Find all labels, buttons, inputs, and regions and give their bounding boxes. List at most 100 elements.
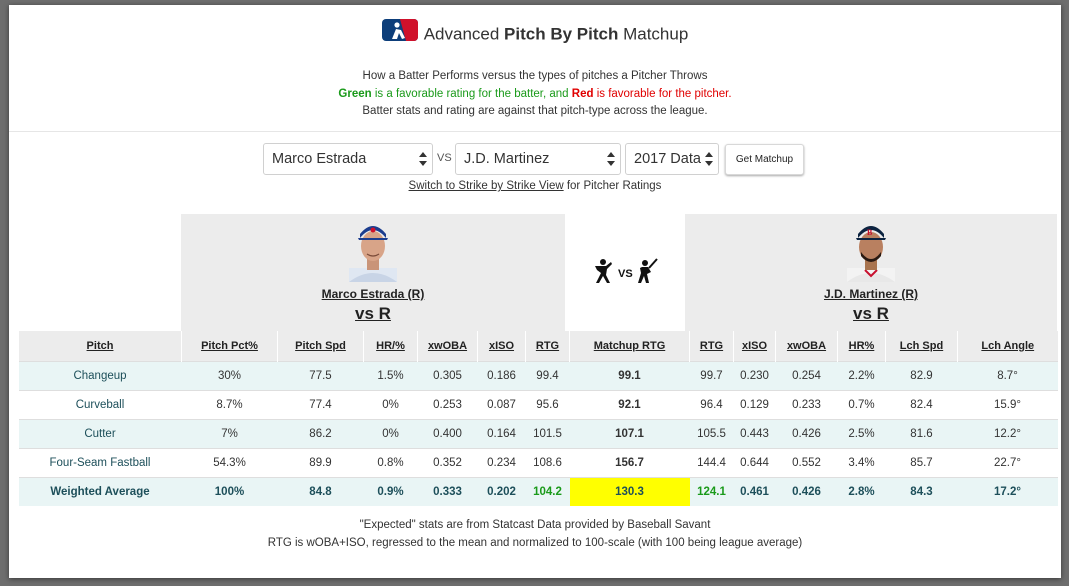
cell-pct: 100%	[181, 477, 278, 506]
cell-launch-angle: 22.7°	[957, 448, 1058, 478]
col-header-pitch[interactable]: Pitch	[18, 331, 182, 362]
pitcher-vs-hand[interactable]: vs R	[355, 304, 391, 323]
cell-pct: 54.3%	[181, 448, 278, 478]
cell-batter-hr: 0.7%	[837, 390, 886, 420]
description-line-1: How a Batter Performs versus the types o…	[362, 70, 708, 82]
cell-batter-hr: 3.4%	[837, 448, 886, 478]
col-header-pitch-spd[interactable]: Pitch Spd	[277, 331, 364, 362]
svg-text:B: B	[867, 228, 873, 237]
batter-select-value: J.D. Martinez	[464, 151, 550, 167]
pitcher-select-value: Marco Estrada	[272, 151, 367, 167]
switch-view-link[interactable]: Switch to Strike by Strike View	[408, 180, 564, 192]
cell-batter-rtg: 144.4	[689, 448, 734, 478]
col-header-batter-xiso[interactable]: xISO	[733, 331, 776, 362]
cell-batter-hr: 2.5%	[837, 419, 886, 449]
pitcher-vs-batter-icon: VS	[595, 258, 658, 283]
cell-batter-xwoba: 0.233	[775, 390, 838, 420]
cell-xiso: 0.087	[477, 390, 526, 420]
select-arrows-icon	[419, 152, 427, 166]
cell-matchup-rtg: 107.1	[569, 419, 690, 449]
cell-batter-xiso: 0.644	[733, 448, 776, 478]
cell-xiso: 0.164	[477, 419, 526, 449]
cell-launch-angle: 17.2°	[957, 477, 1058, 506]
col-header-pitch-pct[interactable]: Pitch Pct%	[181, 331, 278, 362]
col-header-batter-rtg[interactable]: RTG	[689, 331, 734, 362]
title-pre: Advanced	[423, 24, 505, 44]
table-row: Curveball 8.7% 77.4 0% 0.253 0.087 95.6 …	[18, 390, 1058, 420]
cell-pitch: Cutter	[18, 419, 182, 449]
table-row: Cutter 7% 86.2 0% 0.400 0.164 101.5 107.…	[18, 419, 1058, 449]
pitcher-panel: Marco Estrada (R) vs R	[181, 214, 565, 331]
col-header-launch-speed[interactable]: Lch Spd	[885, 331, 958, 362]
col-header-batter-xwoba[interactable]: xwOBA	[775, 331, 838, 362]
col-header-launch-angle[interactable]: Lch Angle	[957, 331, 1058, 362]
col-header-pitcher-rtg[interactable]: RTG	[525, 331, 570, 362]
table-row: Four-Seam Fastball 54.3% 89.9 0.8% 0.352…	[18, 448, 1058, 478]
select-arrows-icon	[607, 152, 615, 166]
page-header: Advanced Pitch By Pitch Matchup How a Ba…	[9, 5, 1061, 132]
pitcher-name[interactable]: Marco Estrada (R)	[321, 287, 425, 301]
batter-select[interactable]: J.D. Martinez	[455, 143, 621, 175]
batter-vs-hand[interactable]: vs R	[853, 304, 889, 323]
cell-hr: 1.5%	[363, 361, 418, 391]
page-title: Advanced Pitch By Pitch Matchup	[9, 19, 1061, 49]
cell-matchup-rtg: 130.3	[569, 477, 690, 506]
cell-launch-speed: 82.4	[885, 390, 958, 420]
red-text: is favorable for the pitcher.	[593, 88, 732, 100]
footer-note-2: RTG is wOBA+ISO, regressed to the mean a…	[267, 537, 803, 549]
cell-pct: 7%	[181, 419, 278, 449]
cell-pitcher-rtg: 101.5	[525, 419, 570, 449]
title-post: Matchup	[618, 24, 689, 44]
cell-launch-speed: 85.7	[885, 448, 958, 478]
cell-spd: 77.5	[277, 361, 364, 391]
cell-batter-rtg: 99.7	[689, 361, 734, 391]
cell-pct: 8.7%	[181, 390, 278, 420]
cell-pitch: Weighted Average	[18, 477, 182, 506]
table-header-row: Pitch Pitch Pct% Pitch Spd HR/% xwOBA xI…	[18, 331, 1058, 362]
matchup-vs-text: VS	[618, 268, 633, 280]
cell-batter-rtg: 105.5	[689, 419, 734, 449]
cell-batter-xwoba: 0.426	[775, 419, 838, 449]
cell-launch-angle: 8.7°	[957, 361, 1058, 391]
cell-hr: 0.8%	[363, 448, 418, 478]
cell-pitcher-rtg: 104.2	[525, 477, 570, 506]
cell-batter-xwoba: 0.254	[775, 361, 838, 391]
description-line-2: Green is a favorable rating for the batt…	[9, 87, 1061, 101]
switch-view-rest: for Pitcher Ratings	[563, 180, 662, 192]
title-bold: Pitch By Pitch	[504, 24, 619, 44]
cell-batter-xiso: 0.443	[733, 419, 776, 449]
cell-pitcher-rtg: 108.6	[525, 448, 570, 478]
cell-batter-xiso: 0.230	[733, 361, 776, 391]
mlb-logo-icon	[381, 19, 418, 47]
cell-launch-speed: 82.9	[885, 361, 958, 391]
cell-batter-xiso: 0.129	[733, 390, 776, 420]
cell-spd: 89.9	[277, 448, 364, 478]
green-word: Green	[338, 88, 372, 100]
matchup-card: Advanced Pitch By Pitch Matchup How a Ba…	[9, 5, 1061, 578]
select-arrows-icon	[705, 152, 713, 166]
vs-label: VS	[437, 152, 452, 164]
col-header-matchup-rtg[interactable]: Matchup RTG	[569, 331, 690, 362]
col-header-xiso[interactable]: xISO	[477, 331, 526, 362]
red-word: Red	[571, 88, 594, 100]
get-matchup-button[interactable]: Get Matchup	[725, 144, 804, 175]
year-select[interactable]: 2017 Data	[625, 143, 719, 175]
col-header-xwoba[interactable]: xwOBA	[417, 331, 478, 362]
cell-pct: 30%	[181, 361, 278, 391]
cell-batter-hr: 2.8%	[837, 477, 886, 506]
cell-launch-angle: 12.2°	[957, 419, 1058, 449]
col-header-hr-pct[interactable]: HR/%	[363, 331, 418, 362]
col-header-batter-hr[interactable]: HR%	[837, 331, 886, 362]
cell-xiso: 0.186	[477, 361, 526, 391]
cell-batter-xiso: 0.461	[733, 477, 776, 506]
table-row: Changeup 30% 77.5 1.5% 0.305 0.186 99.4 …	[18, 361, 1058, 391]
pitcher-select[interactable]: Marco Estrada	[263, 143, 433, 175]
batter-headshot-icon: B	[847, 226, 895, 282]
cell-xwoba: 0.352	[417, 448, 478, 478]
year-select-value: 2017 Data	[634, 151, 701, 167]
batter-name[interactable]: J.D. Martinez (R)	[823, 287, 918, 301]
cell-launch-speed: 81.6	[885, 419, 958, 449]
cell-launch-angle: 15.9°	[957, 390, 1058, 420]
cell-spd: 77.4	[277, 390, 364, 420]
description-line-3: Batter stats and rating are against that…	[362, 105, 708, 117]
